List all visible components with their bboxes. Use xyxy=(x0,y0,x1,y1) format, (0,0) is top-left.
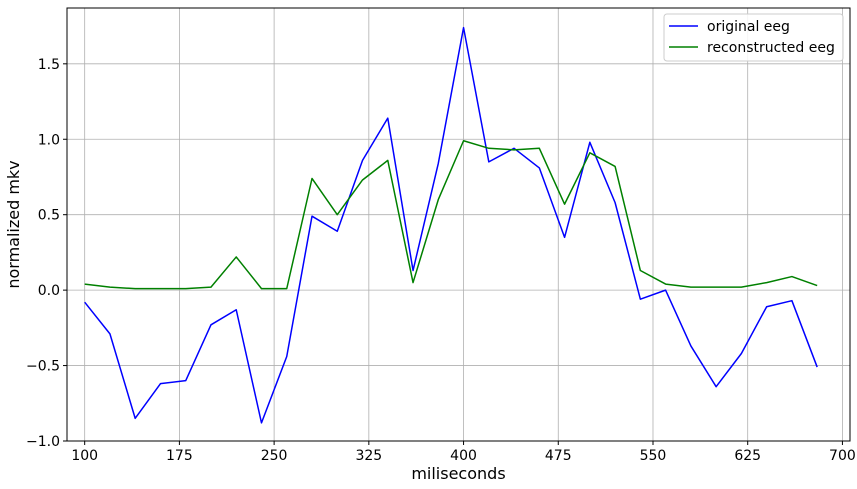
x-tick-label: 100 xyxy=(71,448,98,464)
x-tick-label: 550 xyxy=(640,448,667,464)
x-tick-label: 475 xyxy=(545,448,572,464)
legend-box xyxy=(663,13,844,62)
x-tick-label: 325 xyxy=(355,448,382,464)
y-tick-label: 1.0 xyxy=(38,132,60,148)
series-layer xyxy=(84,26,818,424)
y-tick-label: 0.0 xyxy=(38,283,60,299)
x-tick-label: 700 xyxy=(829,448,856,464)
y-tick-label: −0.5 xyxy=(26,359,60,375)
y-tick-label: 0.5 xyxy=(38,208,60,224)
axis-ticks: 100 175 250 325 400 475 550 625 700 −1.0 −0.5 0.0 0.… xyxy=(26,57,856,464)
x-tick-label: 175 xyxy=(166,448,193,464)
legend-label: original eeg xyxy=(707,19,790,35)
legend-label: reconstructed eeg xyxy=(707,40,835,56)
y-tick-label: 1.5 xyxy=(38,57,60,73)
x-tick-label: 250 xyxy=(261,448,288,464)
legend: original eeg reconstructed eeg xyxy=(663,13,844,62)
x-tick-label: 625 xyxy=(734,448,761,464)
x-axis-label: miliseconds xyxy=(411,464,505,483)
plot-area-frame xyxy=(66,7,851,442)
y-tick-label: −1.0 xyxy=(26,434,60,450)
series-line-original-eeg xyxy=(84,26,818,424)
series-line-reconstructed-eeg xyxy=(84,140,818,290)
y-axis-label: normalized mkv xyxy=(4,160,23,288)
x-tick-label: 400 xyxy=(450,448,477,464)
